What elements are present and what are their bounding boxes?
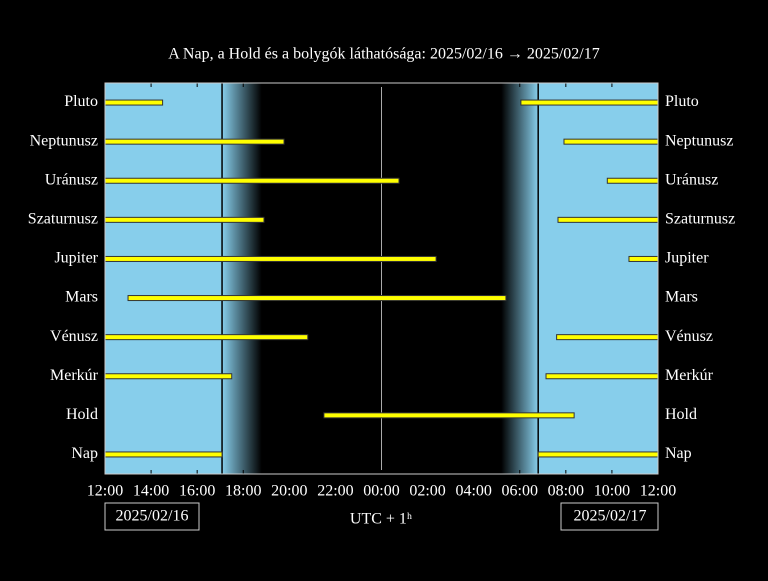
visibility-bar <box>104 255 437 262</box>
x-tick-label: 12:00 <box>87 483 123 500</box>
x-tick-label: 02:00 <box>409 483 445 500</box>
visibility-bar <box>104 99 164 106</box>
visibility-bar <box>545 373 659 380</box>
visibility-bar <box>104 334 309 341</box>
x-tick-label: 18:00 <box>225 483 261 500</box>
visibility-bar <box>520 99 659 106</box>
y-label: Mars <box>65 289 98 306</box>
y-label: Hold <box>665 406 697 423</box>
x-tick-label: 08:00 <box>548 483 584 500</box>
visibility-bar <box>628 255 659 262</box>
y-label: Pluto <box>64 93 98 110</box>
visibility-bar <box>104 177 400 184</box>
y-label: Nap <box>71 445 98 462</box>
y-label: Merkúr <box>665 367 714 384</box>
x-tick-label: 00:00 <box>363 483 399 500</box>
visibility-bar <box>104 373 233 380</box>
visibility-bar <box>323 412 575 419</box>
y-label: Uránusz <box>45 171 98 188</box>
x-axis-label: UTC + 1ʰ <box>350 511 412 528</box>
end-date: 2025/02/17 <box>574 508 647 525</box>
y-label: Szaturnusz <box>28 211 98 228</box>
visibility-bar <box>537 451 659 458</box>
y-label: Neptunusz <box>30 132 98 149</box>
y-label: Neptunusz <box>665 132 733 149</box>
twilight <box>222 83 262 474</box>
plot-frame <box>104 82 659 475</box>
x-tick-label: 22:00 <box>317 483 353 500</box>
y-label: Mars <box>665 289 698 306</box>
visibility-bar <box>127 295 507 302</box>
x-tick-label: 10:00 <box>594 483 630 500</box>
visibility-bar <box>556 334 659 341</box>
x-tick-label: 04:00 <box>455 483 491 500</box>
daylight <box>538 83 658 474</box>
y-label: Pluto <box>665 93 699 110</box>
date-box <box>560 502 659 531</box>
x-tick-label: 06:00 <box>502 483 538 500</box>
y-label: Uránusz <box>665 171 718 188</box>
visibility-bar <box>557 216 659 223</box>
visibility-bar <box>606 177 659 184</box>
x-tick-label: 16:00 <box>179 483 215 500</box>
y-label: Vénusz <box>665 328 713 345</box>
x-tick-label: 20:00 <box>271 483 307 500</box>
y-label: Szaturnusz <box>665 211 735 228</box>
twilight <box>501 83 539 474</box>
x-tick-label: 12:00 <box>640 483 676 500</box>
x-tick-label: 14:00 <box>133 483 169 500</box>
y-label: Jupiter <box>54 250 98 267</box>
y-label: Hold <box>66 406 98 423</box>
visibility-bar <box>104 138 285 145</box>
y-label: Vénusz <box>50 328 98 345</box>
visibility-bar <box>104 451 223 458</box>
daylight <box>105 83 223 474</box>
start-date: 2025/02/16 <box>116 508 189 525</box>
visibility-bar <box>104 216 265 223</box>
chart-title: A Nap, a Hold és a bolygók láthatósága: … <box>168 46 600 63</box>
y-label: Jupiter <box>665 250 709 267</box>
y-label: Nap <box>665 445 692 462</box>
visibility-bar <box>563 138 659 145</box>
date-box <box>104 502 200 531</box>
y-label: Merkúr <box>50 367 99 384</box>
